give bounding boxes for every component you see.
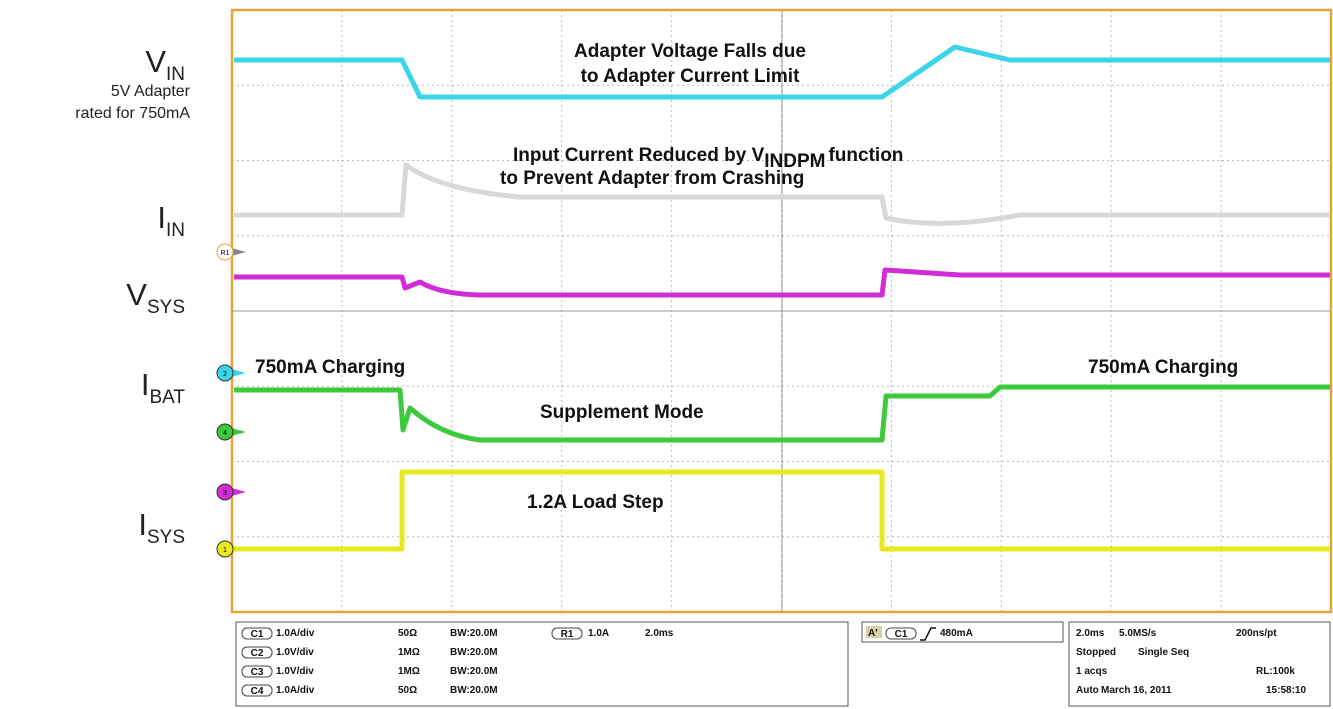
channel-imp: 50Ω — [398, 685, 417, 696]
channel-id: C3 — [251, 667, 264, 678]
channel-scale: 1.0A/div — [276, 685, 315, 696]
acq-info: 200ns/pt — [1236, 628, 1277, 639]
channel-scale: 1.0A/div — [276, 628, 315, 639]
iin-trace — [234, 162, 1330, 226]
annotation: to Adapter Current Limit — [581, 66, 801, 87]
label-main: I — [138, 507, 147, 542]
channel-id: R1 — [561, 629, 574, 640]
channel-imp: 1MΩ — [398, 666, 420, 677]
label-sub: BAT — [149, 387, 185, 408]
label-sub: IN — [166, 220, 185, 241]
marker-label: 1 — [223, 547, 227, 554]
annotation: to Prevent Adapter from Crashing — [500, 168, 804, 189]
marker — [216, 423, 234, 441]
ref-time: 2.0ms — [645, 628, 674, 639]
label-note: rated for 750mA — [75, 105, 190, 122]
channel-pill — [241, 684, 273, 697]
channel-id: C2 — [251, 648, 264, 659]
annotation: Supplement Mode — [540, 402, 704, 423]
channel-id: C1 — [895, 629, 908, 640]
trace-label: IBAT — [141, 367, 186, 408]
trace-label: ISYS — [138, 507, 185, 548]
marker-label: 3 — [223, 490, 227, 497]
annotation: 1.2A Load Step — [527, 492, 664, 513]
channel-panel — [235, 621, 849, 707]
marker — [216, 540, 234, 558]
acq-info: 5.0MS/s — [1119, 628, 1157, 639]
marker — [216, 483, 234, 501]
marker-label: R1 — [221, 250, 230, 257]
channel-pill — [241, 646, 273, 659]
trigger-edge — [920, 627, 936, 641]
channel-pill — [241, 627, 273, 640]
annotation-text: function — [828, 145, 903, 166]
acq-info: Single Seq — [1138, 647, 1189, 658]
channel-bw: BW:20.0M — [450, 685, 498, 696]
label-sub: IN — [166, 64, 185, 85]
channel-scale: 1.0V/div — [276, 666, 314, 677]
ref-scale: 1.0A — [588, 628, 609, 639]
channel-scale: 1.0V/div — [276, 647, 314, 658]
channel-bw: BW:20.0M — [450, 647, 498, 658]
marker — [216, 364, 234, 382]
label-sub: SYS — [147, 297, 185, 318]
channel-id: C1 — [251, 629, 264, 640]
vin-trace — [234, 44, 1330, 100]
label-sub: SYS — [147, 527, 185, 548]
channel-imp: 1MΩ — [398, 647, 420, 658]
channel-pill — [551, 627, 583, 640]
annotation: 750mA Charging — [1088, 357, 1238, 378]
annotation-text: Input Current Reduced by V — [513, 145, 765, 166]
channel-id: C4 — [251, 686, 264, 697]
label-note: 5V Adapter — [111, 83, 191, 100]
trigger-panel — [861, 621, 1064, 643]
ibat-trace — [234, 384, 1330, 443]
channel-bw: BW:20.0M — [450, 666, 498, 677]
acq-info: 1 acqs — [1076, 666, 1108, 677]
vsys-trace — [234, 267, 1330, 298]
channel-pill — [241, 665, 273, 678]
acq-info: Stopped — [1076, 647, 1116, 658]
marker — [216, 243, 234, 261]
isys-trace — [234, 469, 1330, 552]
channel-bw: BW:20.0M — [450, 628, 498, 639]
label-main: I — [141, 367, 150, 402]
acq-info: 2.0ms — [1076, 628, 1105, 639]
label-main: V — [126, 277, 147, 312]
acq-info: Auto — [1076, 685, 1099, 696]
label-main: I — [157, 200, 166, 235]
annotation: Input Current Reduced by VINDPM function — [513, 145, 903, 172]
annotation: 750mA Charging — [255, 357, 405, 378]
trace-label: VIN — [145, 44, 185, 85]
marker-label: 4 — [223, 430, 227, 437]
acq-info: March 16, 2011 — [1101, 685, 1172, 696]
marker-label: 2 — [223, 371, 227, 378]
acq-info: 15:58:10 — [1266, 685, 1306, 696]
trigger-mode: A' — [868, 628, 878, 639]
trace-label: IIN — [157, 200, 185, 241]
channel-pill — [885, 627, 917, 640]
channel-imp: 50Ω — [398, 628, 417, 639]
acq-info: RL:100k — [1256, 666, 1295, 677]
annotation: Adapter Voltage Falls due — [574, 41, 806, 62]
label-main: V — [145, 44, 166, 79]
trace-label: VSYS — [126, 277, 185, 318]
trigger-mode-bg — [866, 626, 882, 638]
acq-panel — [1068, 621, 1331, 707]
trigger-level: 480mA — [940, 628, 973, 639]
annotation-sub: INDPM — [764, 151, 825, 172]
